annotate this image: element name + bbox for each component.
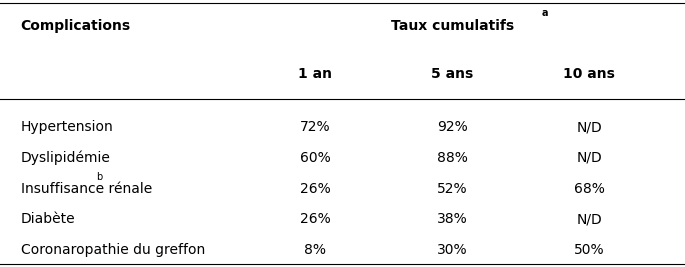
Text: 60%: 60% xyxy=(300,151,330,165)
Text: Hypertension: Hypertension xyxy=(21,120,113,134)
Text: N/D: N/D xyxy=(576,212,602,226)
Text: 26%: 26% xyxy=(300,212,330,226)
Text: 30%: 30% xyxy=(437,243,467,257)
Text: 5 ans: 5 ans xyxy=(431,67,473,81)
Text: 26%: 26% xyxy=(300,182,330,195)
Text: 68%: 68% xyxy=(573,182,605,195)
Text: 52%: 52% xyxy=(437,182,467,195)
Text: a: a xyxy=(541,8,547,18)
Text: Insuffisance rénale: Insuffisance rénale xyxy=(21,182,152,195)
Text: N/D: N/D xyxy=(576,120,602,134)
Text: 8%: 8% xyxy=(304,243,326,257)
Text: 38%: 38% xyxy=(437,212,467,226)
Text: 88%: 88% xyxy=(436,151,468,165)
Text: 50%: 50% xyxy=(574,243,604,257)
Text: Dyslipidémie: Dyslipidémie xyxy=(21,151,110,165)
Text: Taux cumulatifs: Taux cumulatifs xyxy=(390,19,514,33)
Text: b: b xyxy=(96,172,102,182)
Text: 10 ans: 10 ans xyxy=(563,67,615,81)
Text: 92%: 92% xyxy=(437,120,467,134)
Text: N/D: N/D xyxy=(576,151,602,165)
Text: Complications: Complications xyxy=(21,19,131,33)
Text: 72%: 72% xyxy=(300,120,330,134)
Text: 1 an: 1 an xyxy=(298,67,332,81)
Text: Diabète: Diabète xyxy=(21,212,75,226)
Text: Coronaropathie du greffon: Coronaropathie du greffon xyxy=(21,243,205,257)
